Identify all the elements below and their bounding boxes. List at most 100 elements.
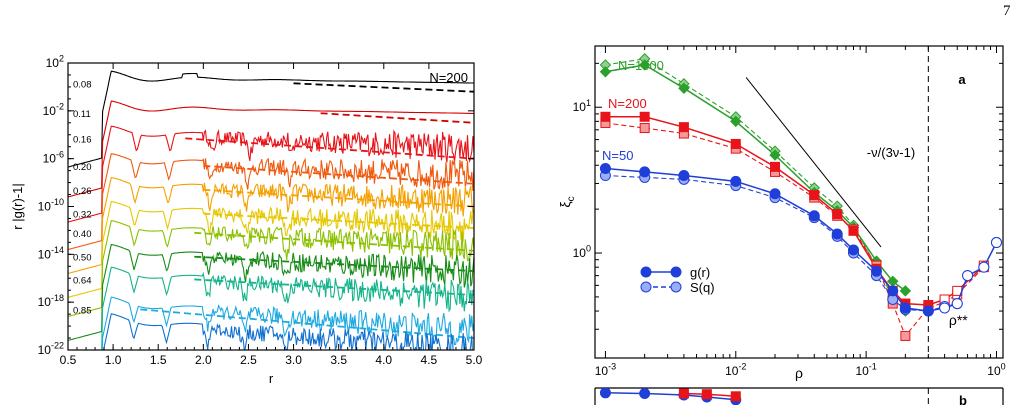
- x-tick-label: 1.5: [150, 353, 167, 367]
- point-gr-N=1000: [678, 82, 690, 94]
- point-gr-N=50: [769, 188, 781, 200]
- slope-label: -ν/(3ν-1): [867, 145, 915, 160]
- fit-line-0.50: [194, 255, 474, 272]
- series-name-N=200: N=200: [608, 96, 647, 111]
- legend-marker: [640, 266, 652, 278]
- series-gr-N=50: [605, 167, 998, 312]
- series-label-0.50: 0.50: [73, 253, 92, 264]
- series-name-N=50: N=50: [602, 148, 633, 163]
- y-tick-label: 10-22: [38, 341, 64, 357]
- point-gr-N=1000: [599, 66, 612, 78]
- series-label-0.32: 0.32: [73, 210, 92, 221]
- rho-star-label: ρ**: [949, 312, 968, 328]
- series-line-0.85: [101, 296, 474, 350]
- y-tick-label: 10-2: [43, 101, 64, 117]
- fit-line-0.11: [320, 112, 474, 124]
- series-line-bottom: [102, 313, 473, 350]
- x-tick-label: 2.5: [240, 353, 257, 367]
- x-tick-label: 10-3: [595, 362, 616, 378]
- y-tick-label: 101: [573, 98, 591, 114]
- series-name-N=1000: N=1000: [618, 58, 664, 73]
- point-gr-N=50: [990, 237, 1002, 249]
- series-label-0.11: 0.11: [73, 109, 91, 120]
- right-a-frame: [594, 45, 1004, 359]
- series-label-0.85: 0.85: [73, 305, 92, 316]
- y-tick-label: 10-10: [38, 197, 64, 213]
- x-tick-label: 10-2: [725, 362, 746, 378]
- right-chart-a: 10-3 10-2 10-1 100 100 101 ρ ξc a -ν/(3ν-1) ρ** N=1…: [557, 45, 1006, 381]
- series-line-0.20: [68, 153, 474, 251]
- series-label-0.40: 0.40: [73, 229, 92, 240]
- x-tick-label: 3.5: [330, 353, 347, 367]
- point-gr-N=50: [730, 175, 742, 187]
- point-gr-N=1000: [769, 149, 781, 161]
- series-sq-N=50: [605, 174, 997, 312]
- b-series-line: [605, 392, 736, 401]
- page-number: 7: [1003, 3, 1011, 19]
- y-tick-label: 102: [46, 54, 64, 70]
- fit-line-0.16: [185, 137, 474, 160]
- point-gr-N=50: [899, 302, 911, 314]
- point-gr-N=50: [962, 270, 974, 282]
- y-axis-label: ξc: [557, 196, 577, 207]
- x-tick-label: 3.0: [285, 353, 302, 367]
- point-gr-N=200: [809, 190, 820, 201]
- x-tick-label: 10-1: [855, 362, 876, 378]
- right-a-plot: [599, 46, 1002, 358]
- series-line-0.40: [68, 219, 474, 318]
- fit-line-0.32: [203, 212, 474, 229]
- point-gr-N=50: [678, 170, 690, 182]
- b-point: [730, 391, 741, 402]
- legend-marker: [670, 266, 682, 278]
- left-chart: 0.5 1.0 1.5 2.0 2.5 3.0 3.5 4.0 4.5 5.0 102 10-2 10-…: [10, 54, 483, 386]
- series-line-0.32: [68, 200, 474, 298]
- fit-line-0.20: [203, 164, 474, 185]
- slope-guide-line: [745, 77, 882, 248]
- point-gr-N=50: [847, 244, 859, 256]
- x-tick-label: 0.5: [60, 353, 77, 367]
- x-tick-label: 2.0: [195, 353, 212, 367]
- point-gr-N=200: [848, 225, 859, 236]
- point-sq-N=200: [900, 330, 911, 341]
- legend-marker: [640, 281, 652, 293]
- point-gr-N=50: [599, 162, 611, 174]
- point-gr-N=50: [808, 210, 820, 222]
- point-sq-N=200: [639, 123, 650, 134]
- point-gr-N=50: [639, 166, 651, 178]
- x-axis-label: r: [269, 371, 274, 386]
- b-point: [701, 389, 712, 400]
- y-tick-label: 10-14: [38, 245, 64, 261]
- x-tick-label: 4.5: [421, 353, 438, 367]
- series-line-0.26: [68, 176, 474, 275]
- fit-line-0.40: [194, 231, 474, 252]
- x-tick-label: 1.0: [105, 353, 122, 367]
- panel-label-a: a: [958, 72, 966, 87]
- legend-label-0: g(r): [690, 265, 710, 280]
- legend: g(r)S(q): [640, 265, 715, 295]
- point-gr-N=200: [678, 122, 689, 133]
- point-gr-N=50: [951, 298, 963, 310]
- series-label-0.16: 0.16: [73, 134, 92, 145]
- y-tick-label: 10-18: [38, 293, 64, 309]
- point-gr-N=200: [600, 111, 611, 122]
- x-tick-label: 4.0: [375, 353, 392, 367]
- fit-line-0.26: [203, 188, 474, 208]
- point-gr-N=50: [922, 305, 934, 317]
- series-label-0.20: 0.20: [73, 162, 92, 173]
- point-gr-N=50: [887, 285, 899, 297]
- x-axis-label: ρ: [795, 365, 803, 381]
- annotation-n200: N=200: [429, 70, 468, 85]
- right-b-plot: [599, 388, 742, 405]
- series-line-0.16: [68, 125, 474, 223]
- point-gr-N=1000: [899, 285, 912, 297]
- point-gr-N=1000: [730, 115, 742, 128]
- fit-line-0.08: [293, 82, 474, 93]
- fit-line-0.64: [194, 278, 474, 296]
- right-chart-b: b: [594, 387, 1004, 405]
- series-line-0.11: [68, 100, 474, 198]
- point-gr-N=50: [870, 265, 882, 277]
- b-point: [599, 388, 611, 399]
- point-gr-N=200: [832, 209, 843, 220]
- legend-label-1: S(q): [690, 280, 715, 295]
